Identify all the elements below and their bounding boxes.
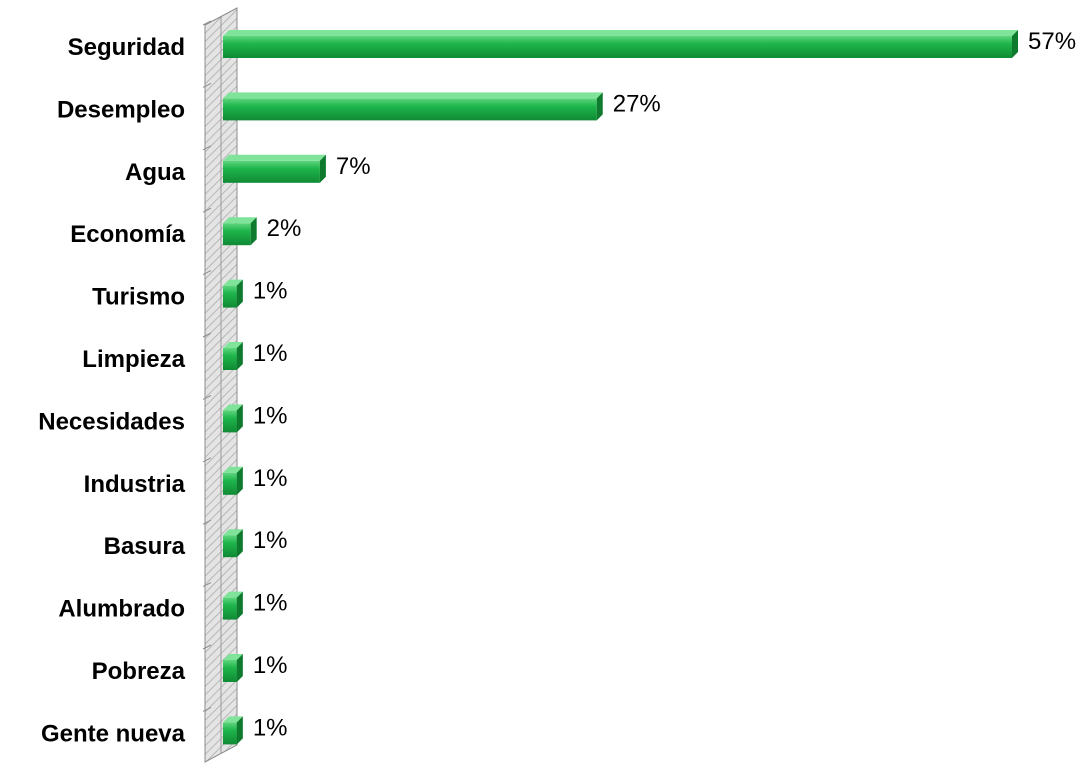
bar-series [223, 30, 1018, 745]
bar-top [223, 404, 243, 411]
y-tick [202, 457, 212, 463]
bar [223, 591, 243, 620]
y-tick [202, 145, 212, 151]
data-label: 1% [253, 465, 288, 492]
category-label: Gente nueva [41, 720, 186, 747]
category-label: Turismo [92, 284, 185, 311]
bar-end [236, 279, 243, 308]
category-label: Pobreza [92, 658, 186, 685]
bar-end [596, 92, 603, 121]
bar-end [236, 529, 243, 558]
y-tick [202, 207, 212, 213]
data-label: 1% [253, 714, 288, 741]
category-label: Necesidades [38, 408, 185, 435]
y-tick [202, 20, 212, 26]
bar [223, 404, 243, 433]
bar [223, 342, 243, 370]
y-axis-ticks [202, 20, 212, 712]
data-label: 7% [336, 153, 371, 180]
bar-top [223, 154, 326, 161]
data-label: 1% [253, 527, 288, 554]
bar-face [223, 285, 237, 308]
y-tick [202, 394, 212, 400]
bar-face [223, 660, 237, 682]
bar [223, 30, 1018, 58]
bar [223, 279, 243, 308]
bar-end [236, 716, 243, 745]
category-label: Basura [104, 533, 186, 560]
bar-top [223, 654, 243, 660]
data-label: 27% [613, 90, 661, 117]
bar [223, 716, 243, 745]
bar-face [223, 36, 1012, 58]
bar [223, 529, 243, 558]
data-label: 1% [253, 590, 288, 617]
category-label: Industria [84, 471, 186, 498]
bar [223, 217, 257, 246]
bar-top [223, 591, 243, 598]
y-tick [202, 270, 212, 276]
data-label: 57% [1028, 28, 1076, 55]
bar [223, 466, 243, 495]
bar-end [236, 342, 243, 370]
bar-top [223, 279, 243, 286]
y-tick [202, 582, 212, 588]
y-tick [202, 519, 212, 525]
y-tick [202, 332, 212, 338]
category-label: Limpieza [82, 346, 185, 373]
data-label: 1% [253, 402, 288, 429]
bar-top [223, 529, 243, 536]
bar-top [223, 342, 243, 348]
bar-face [223, 98, 597, 121]
bar-end [250, 217, 257, 246]
y-axis-wall [204, 7, 238, 763]
bar [223, 654, 243, 682]
category-label: Seguridad [68, 34, 185, 61]
y-tick [202, 82, 212, 88]
bar [223, 92, 603, 121]
data-label: 1% [253, 340, 288, 367]
bar-top [223, 92, 603, 99]
bar-face [223, 160, 320, 183]
data-labels: 57% 27% 7% 2% 1% 1% 1% 1% 1% 1% 1% 1% [253, 28, 1076, 741]
y-tick [202, 706, 212, 712]
category-label: Agua [125, 159, 186, 186]
y-tick [202, 644, 212, 650]
bar-top [223, 30, 1018, 36]
data-label: 1% [253, 652, 288, 679]
bar-face [223, 535, 237, 558]
category-label: Economía [70, 221, 185, 248]
data-label: 2% [267, 215, 302, 242]
bar-face [223, 472, 237, 495]
bar-end [319, 154, 326, 183]
bar-top [223, 716, 243, 723]
data-label: 1% [253, 278, 288, 305]
bar-top [223, 217, 257, 224]
bar [223, 154, 326, 183]
category-label: Alumbrado [58, 596, 185, 623]
bar-face [223, 223, 251, 246]
category-label: Desempleo [57, 96, 185, 123]
category-labels: Seguridad Desempleo Agua Economía Turismo Lim… [38, 34, 185, 747]
bar-end [1012, 30, 1018, 58]
bar-end [236, 654, 243, 682]
bar-end [236, 404, 243, 433]
bar-face [223, 722, 237, 745]
bar-top [223, 466, 243, 473]
bar-end [236, 591, 243, 620]
bar-face [223, 597, 237, 620]
bar-face [223, 410, 237, 433]
bar-face [223, 348, 237, 370]
bar-end [236, 466, 243, 495]
